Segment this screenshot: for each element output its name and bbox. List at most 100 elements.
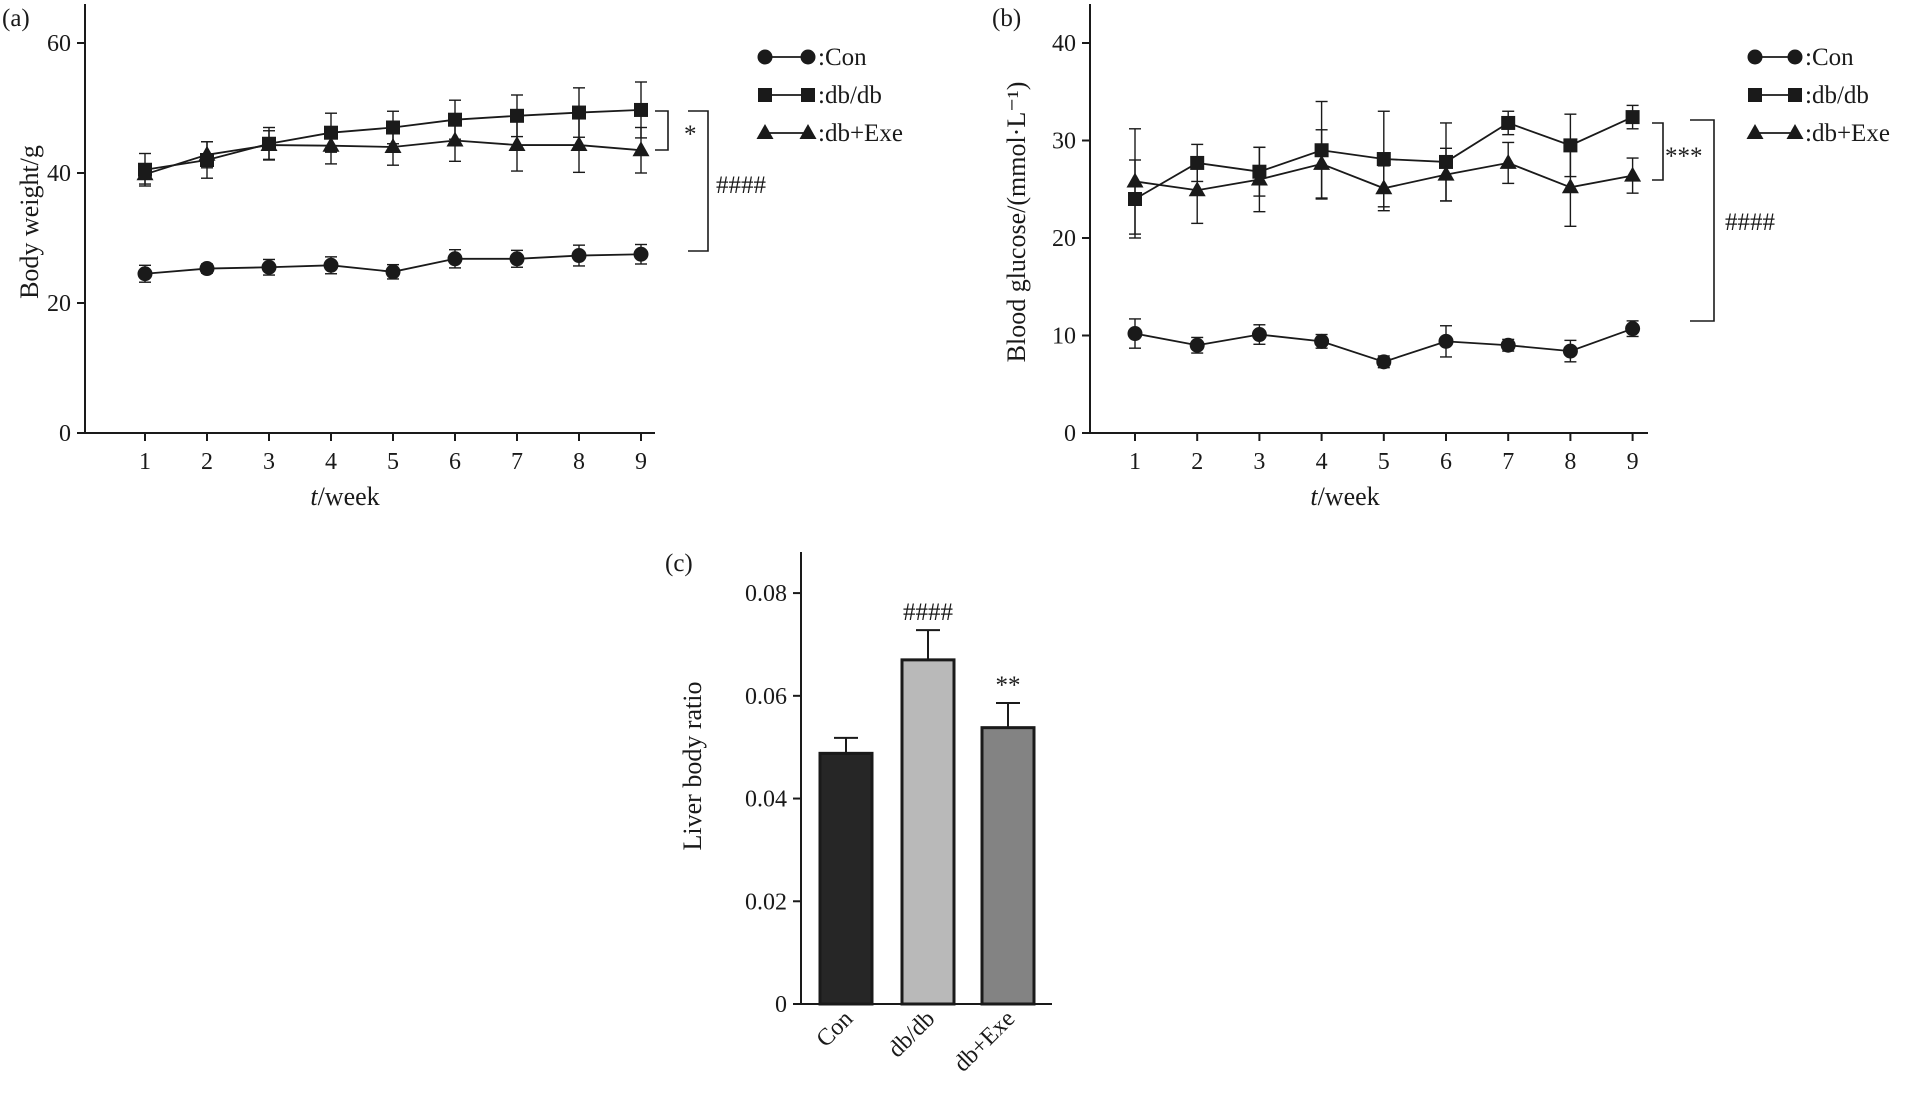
y-tick-label: 30 xyxy=(1052,129,1076,155)
series-triangle xyxy=(1126,128,1642,235)
legend-label: :Con xyxy=(1805,44,1854,71)
x-tick-label: 2 xyxy=(201,449,213,475)
x-tick-label: 9 xyxy=(1627,449,1639,475)
chart-b-xlabel-var: t xyxy=(1310,482,1318,511)
data-point xyxy=(1625,321,1641,337)
legend-marker xyxy=(1788,88,1802,102)
y-tick-label: 40 xyxy=(47,161,71,187)
bar-significance: ** xyxy=(996,672,1021,699)
legend-label: :db/db xyxy=(1805,82,1869,109)
legend-label: :db/db xyxy=(818,82,882,109)
data-point xyxy=(1189,337,1205,353)
data-point xyxy=(1313,154,1331,170)
chart-a-legend: :Con:db/db:db+Exe xyxy=(756,44,903,147)
bracket-hash xyxy=(1690,119,1715,322)
chart-a-axes xyxy=(84,4,655,434)
data-point xyxy=(198,145,216,161)
chart-c-ticks: 0 0.02 0.04 0.06 0.08 xyxy=(745,581,801,1018)
legend-marker xyxy=(757,49,773,65)
data-point xyxy=(261,259,277,275)
legend-label: :db+Exe xyxy=(1805,120,1890,147)
x-tick-label: 4 xyxy=(1316,449,1328,475)
data-point xyxy=(446,131,464,147)
y-tick-label: 20 xyxy=(1052,226,1076,252)
legend-marker xyxy=(799,124,817,139)
y-tick-label: 0 xyxy=(1064,421,1076,447)
legend-label: :db+Exe xyxy=(818,120,903,147)
y-tick-label: 0.02 xyxy=(745,889,787,915)
data-point xyxy=(384,138,402,153)
y-tick-label: 40 xyxy=(1052,31,1076,57)
data-point xyxy=(199,261,215,277)
chart-b-ticks: 0 10 20 30 40 1 2 3 4 5 6 7 8 9 xyxy=(1052,31,1639,475)
chart-b-xlabel-unit: /week xyxy=(1318,482,1380,511)
chart-c-ylabel: Liver body ratio xyxy=(678,682,707,851)
bar-significance: #### xyxy=(903,599,954,626)
x-tick-label: 1 xyxy=(139,449,151,475)
chart-a-sig-star: * xyxy=(684,121,697,148)
legend-marker xyxy=(758,88,772,102)
data-point xyxy=(1437,165,1455,181)
data-point xyxy=(633,246,649,262)
data-point xyxy=(509,251,525,267)
legend-marker xyxy=(1787,49,1803,65)
chart-b-sig-star: *** xyxy=(1665,143,1703,170)
chart-b-blood-glucose: 0 10 20 30 40 1 2 3 4 5 6 7 8 9 :Con:db/db:db+Exe Blo… xyxy=(1002,4,1890,511)
data-point xyxy=(1500,337,1516,353)
y-tick-label: 0.08 xyxy=(745,581,787,607)
x-category-label: db/db xyxy=(883,1006,940,1063)
data-point xyxy=(1251,327,1267,343)
chart-b-axes xyxy=(1089,4,1648,434)
x-tick-label: 9 xyxy=(635,449,647,475)
data-point xyxy=(323,257,339,273)
data-point xyxy=(136,165,154,181)
x-tick-label: 1 xyxy=(1129,449,1141,475)
data-point xyxy=(1126,172,1144,188)
chart-b-xlabel: t/week xyxy=(1310,482,1379,511)
data-point xyxy=(1562,343,1578,359)
x-tick-label: 3 xyxy=(263,449,275,475)
chart-a-xlabel-unit: /week xyxy=(318,482,380,511)
x-category-label: Con xyxy=(812,1006,859,1053)
chart-a-series xyxy=(136,81,650,283)
data-point xyxy=(1624,166,1642,182)
data-point xyxy=(1438,333,1454,349)
legend-marker xyxy=(1747,49,1763,65)
series-triangle xyxy=(136,117,650,185)
x-tick-label: 5 xyxy=(1378,449,1390,475)
chart-b-significance: *** #### xyxy=(1652,119,1776,322)
data-point xyxy=(385,264,401,280)
data-point xyxy=(634,102,648,117)
series-circle xyxy=(1127,318,1641,370)
chart-a-xlabel: t/week xyxy=(310,482,379,511)
panel-label-c: (c) xyxy=(665,550,693,577)
chart-a-xlabel-var: t xyxy=(310,482,318,511)
data-point xyxy=(137,266,153,282)
bar-db-db xyxy=(900,658,956,1006)
x-tick-label: 2 xyxy=(1191,449,1203,475)
data-point xyxy=(322,136,340,152)
chart-a-ylabel: Body weight/g xyxy=(15,145,44,299)
y-tick-label: 0 xyxy=(775,992,787,1018)
legend-marker xyxy=(1786,124,1804,139)
x-category-label: db+Exe xyxy=(949,1006,1020,1077)
chart-a-significance: * #### xyxy=(655,110,767,252)
panel-label-a: (a) xyxy=(2,5,30,32)
chart-b-legend: :Con :db/db :db+Exe xyxy=(1746,44,1890,147)
data-point xyxy=(570,136,588,152)
x-tick-label: 8 xyxy=(1564,449,1576,475)
data-point xyxy=(508,136,526,152)
x-tick-label: 7 xyxy=(511,449,523,475)
data-point xyxy=(1376,354,1392,370)
y-tick-label: 0.04 xyxy=(745,787,787,813)
bracket-hash xyxy=(688,110,709,252)
bar-con xyxy=(818,751,874,1006)
data-point xyxy=(260,136,278,152)
y-tick-label: 20 xyxy=(47,291,71,317)
data-point xyxy=(1501,115,1516,130)
x-tick-label: 5 xyxy=(387,449,399,475)
x-tick-label: 3 xyxy=(1253,449,1265,475)
legend-marker xyxy=(801,88,815,102)
chart-b-ylabel: Blood glucose/(mmol·L⁻¹) xyxy=(1002,82,1031,363)
x-tick-label: 8 xyxy=(573,449,585,475)
